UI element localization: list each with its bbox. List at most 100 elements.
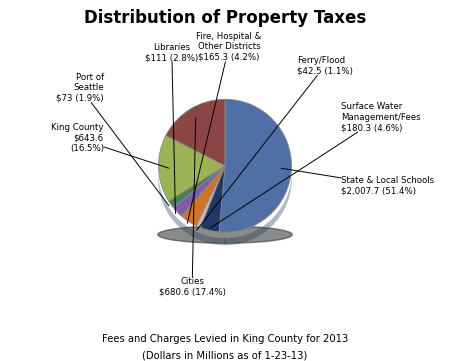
Polygon shape <box>192 230 193 237</box>
Wedge shape <box>166 99 225 166</box>
Polygon shape <box>263 226 264 233</box>
Polygon shape <box>172 212 173 220</box>
Polygon shape <box>169 208 170 216</box>
Polygon shape <box>217 238 218 245</box>
Polygon shape <box>209 236 210 243</box>
Polygon shape <box>165 201 166 209</box>
Polygon shape <box>210 236 211 244</box>
Polygon shape <box>261 227 262 234</box>
Polygon shape <box>239 236 240 244</box>
Polygon shape <box>195 231 196 239</box>
Polygon shape <box>222 238 223 245</box>
Polygon shape <box>284 201 285 209</box>
Polygon shape <box>233 238 234 245</box>
Polygon shape <box>197 232 198 239</box>
Wedge shape <box>173 166 225 216</box>
Polygon shape <box>189 228 190 235</box>
Text: King County
$643.6
(16.5%): King County $643.6 (16.5%) <box>51 123 169 168</box>
Polygon shape <box>264 225 265 232</box>
Text: Fire, Hospital &
Other Districts
$165.3 (4.2%): Fire, Hospital & Other Districts $165.3 … <box>187 32 261 223</box>
Polygon shape <box>185 225 186 232</box>
Polygon shape <box>175 216 176 223</box>
Text: Libraries
$111 (2.8%): Libraries $111 (2.8%) <box>145 43 198 214</box>
Polygon shape <box>253 231 254 239</box>
Polygon shape <box>180 221 181 229</box>
Polygon shape <box>255 231 256 238</box>
Polygon shape <box>267 222 268 230</box>
Polygon shape <box>174 215 175 223</box>
Polygon shape <box>235 237 236 244</box>
Polygon shape <box>241 236 242 243</box>
Ellipse shape <box>158 226 292 243</box>
Polygon shape <box>279 209 280 217</box>
Polygon shape <box>243 235 244 243</box>
Wedge shape <box>200 166 225 232</box>
Polygon shape <box>176 217 177 225</box>
Polygon shape <box>220 238 221 245</box>
Polygon shape <box>186 226 187 233</box>
Text: Surface Water
Management/Fees
$180.3 (4.6%): Surface Water Management/Fees $180.3 (4.… <box>210 103 420 228</box>
Polygon shape <box>229 238 230 245</box>
Polygon shape <box>256 230 257 238</box>
Polygon shape <box>247 234 248 242</box>
Wedge shape <box>169 166 225 208</box>
Polygon shape <box>266 223 267 231</box>
Text: Ferry/Flood
$42.5 (1.1%): Ferry/Flood $42.5 (1.1%) <box>197 56 353 230</box>
Polygon shape <box>187 226 188 234</box>
Polygon shape <box>228 238 229 245</box>
Polygon shape <box>179 219 180 227</box>
Polygon shape <box>201 234 202 241</box>
Text: State & Local Schools
$2,007.7 (51.4%): State & Local Schools $2,007.7 (51.4%) <box>281 168 434 195</box>
Polygon shape <box>227 238 228 245</box>
Polygon shape <box>183 223 184 231</box>
Polygon shape <box>203 234 204 242</box>
Polygon shape <box>275 215 276 223</box>
Polygon shape <box>244 235 245 242</box>
Polygon shape <box>265 224 266 232</box>
Polygon shape <box>249 233 250 240</box>
Polygon shape <box>215 238 216 244</box>
Polygon shape <box>250 233 251 240</box>
Polygon shape <box>270 219 271 227</box>
Polygon shape <box>214 237 215 244</box>
Polygon shape <box>168 206 169 214</box>
Wedge shape <box>158 135 225 201</box>
Polygon shape <box>252 232 253 239</box>
Polygon shape <box>246 234 247 242</box>
Polygon shape <box>200 233 201 240</box>
Wedge shape <box>181 166 225 226</box>
Text: Port of
Seattle
$73 (1.9%): Port of Seattle $73 (1.9%) <box>56 73 169 206</box>
Polygon shape <box>225 238 227 245</box>
Polygon shape <box>213 237 214 244</box>
Text: Fees and Charges Levied in King County for 2013: Fees and Charges Levied in King County f… <box>102 334 348 344</box>
Polygon shape <box>196 231 197 239</box>
Polygon shape <box>166 204 167 212</box>
Polygon shape <box>223 238 225 245</box>
Polygon shape <box>262 226 263 234</box>
Polygon shape <box>257 230 258 237</box>
Polygon shape <box>199 233 200 240</box>
Polygon shape <box>276 213 277 221</box>
Wedge shape <box>219 99 292 232</box>
Polygon shape <box>202 234 203 242</box>
Polygon shape <box>177 218 178 226</box>
Polygon shape <box>198 232 199 240</box>
Text: Distribution of Property Taxes: Distribution of Property Taxes <box>84 9 366 27</box>
Polygon shape <box>273 217 274 225</box>
Polygon shape <box>238 236 239 244</box>
Polygon shape <box>232 238 233 245</box>
Polygon shape <box>212 237 213 244</box>
Polygon shape <box>167 205 168 213</box>
Polygon shape <box>204 235 205 242</box>
Polygon shape <box>221 238 222 245</box>
Polygon shape <box>218 238 219 245</box>
Wedge shape <box>196 166 225 227</box>
Polygon shape <box>184 224 185 232</box>
Polygon shape <box>170 209 171 217</box>
Polygon shape <box>274 216 275 223</box>
Polygon shape <box>281 206 282 214</box>
Polygon shape <box>182 222 183 230</box>
Polygon shape <box>219 238 220 245</box>
Polygon shape <box>258 229 259 236</box>
Polygon shape <box>178 219 179 226</box>
